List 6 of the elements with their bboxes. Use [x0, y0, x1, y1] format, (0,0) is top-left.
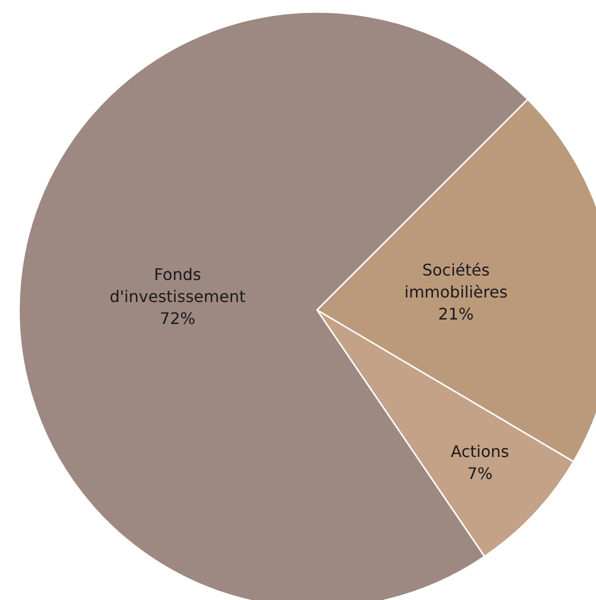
data-label: 21% [438, 304, 474, 324]
slice-label: Sociétés immobilières [404, 260, 508, 302]
slice-label: Actions [450, 442, 510, 461]
slice-label: Fonds d'investissement [110, 264, 246, 306]
data-label: 72% [160, 308, 196, 328]
data-label: 7% [467, 464, 493, 483]
